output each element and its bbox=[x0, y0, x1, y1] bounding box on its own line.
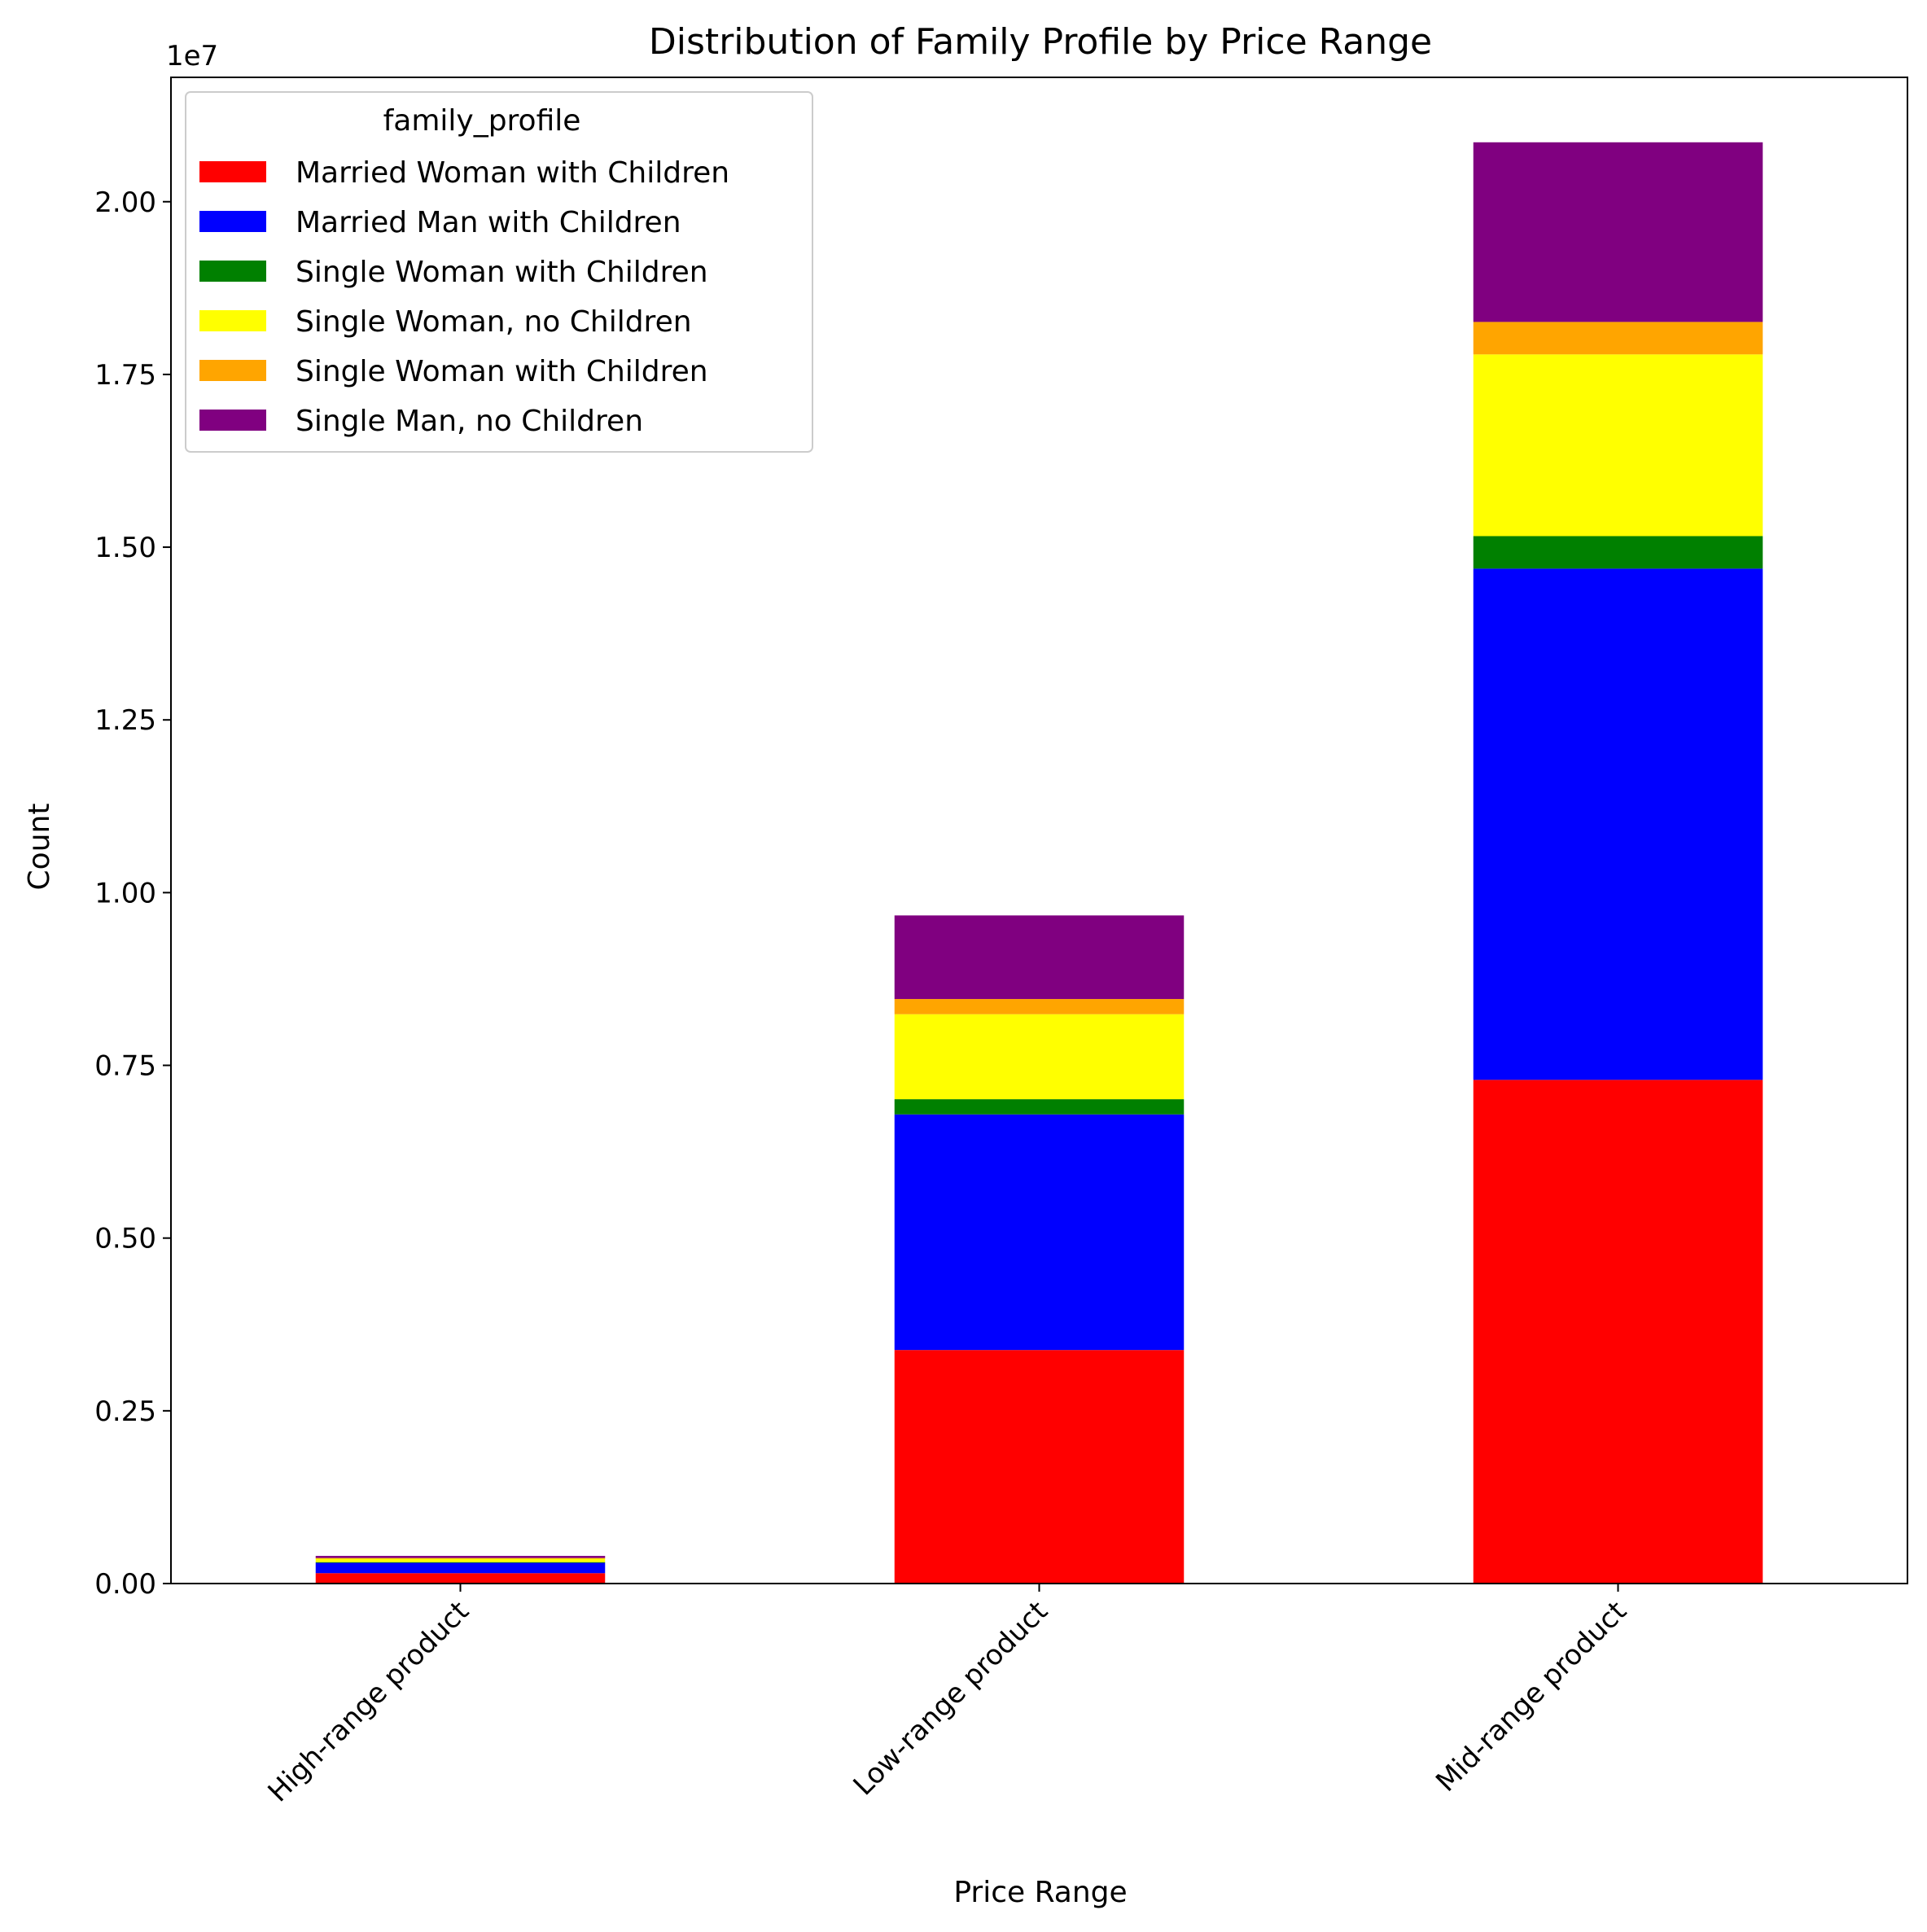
y-tick-label: 1.50 bbox=[94, 532, 156, 564]
legend: family_profile Married Woman with Childre… bbox=[185, 91, 813, 453]
bar-segment-2-2 bbox=[1473, 536, 1763, 569]
x-tick-label: Low-range product bbox=[847, 1595, 1054, 1802]
chart-title: Distribution of Family Profile by Price … bbox=[649, 21, 1432, 63]
bar-segment-0-5 bbox=[315, 1556, 606, 1558]
x-axis-label: Price Range bbox=[953, 1876, 1127, 1909]
bar-segment-1-1 bbox=[894, 1114, 1185, 1351]
bar-segment-2-0 bbox=[1473, 1080, 1763, 1584]
bar-segment-0-3 bbox=[315, 1558, 606, 1562]
legend-swatch-0 bbox=[199, 161, 266, 182]
bar-segment-0-1 bbox=[315, 1562, 606, 1574]
y-tick-label: 0.75 bbox=[94, 1050, 156, 1083]
legend-swatch-1 bbox=[199, 211, 266, 232]
bar-segment-0-0 bbox=[315, 1573, 606, 1584]
bar-segment-2-5 bbox=[1473, 142, 1763, 322]
legend-title: family_profile bbox=[383, 104, 581, 138]
y-axis-offset-text: 1e7 bbox=[166, 40, 218, 72]
y-tick-label: 2.00 bbox=[94, 186, 156, 219]
y-axis-label: Count bbox=[23, 804, 56, 891]
bar-segment-0-4 bbox=[315, 1557, 606, 1559]
x-tick-label: Mid-range product bbox=[1430, 1595, 1633, 1798]
legend-swatch-2 bbox=[199, 261, 266, 282]
bar-segment-0-2 bbox=[315, 1562, 606, 1563]
legend-swatch-4 bbox=[199, 360, 266, 381]
bar-segment-2-4 bbox=[1473, 322, 1763, 355]
legend-swatch-5 bbox=[199, 410, 266, 431]
y-tick-label: 1.25 bbox=[94, 704, 156, 737]
legend-label-4: Single Woman with Children bbox=[296, 355, 708, 388]
legend-frame bbox=[185, 91, 813, 453]
legend-label-0: Married Woman with Children bbox=[296, 156, 729, 190]
bar-segment-1-5 bbox=[894, 915, 1185, 1000]
y-tick-label: 0.25 bbox=[94, 1395, 156, 1428]
bar-segment-1-4 bbox=[894, 999, 1185, 1014]
bar-segment-1-0 bbox=[894, 1350, 1185, 1584]
bar-segment-2-1 bbox=[1473, 568, 1763, 1080]
x-tick-label: High-range product bbox=[262, 1595, 475, 1808]
y-tick-label: 0.50 bbox=[94, 1223, 156, 1255]
y-tick-label: 0.00 bbox=[94, 1568, 156, 1601]
bar-segment-2-3 bbox=[1473, 354, 1763, 537]
y-tick-label: 1.75 bbox=[94, 359, 156, 392]
legend-label-5: Single Man, no Children bbox=[296, 405, 643, 438]
y-tick-label: 1.00 bbox=[94, 877, 156, 909]
legend-label-3: Single Woman, no Children bbox=[296, 305, 692, 339]
legend-label-2: Single Woman with Children bbox=[296, 256, 708, 289]
bar-segment-1-3 bbox=[894, 1014, 1185, 1100]
bars-layer bbox=[315, 142, 1763, 1584]
bar-segment-1-2 bbox=[894, 1099, 1185, 1115]
legend-swatch-3 bbox=[199, 310, 266, 331]
legend-label-1: Married Man with Children bbox=[296, 206, 681, 239]
